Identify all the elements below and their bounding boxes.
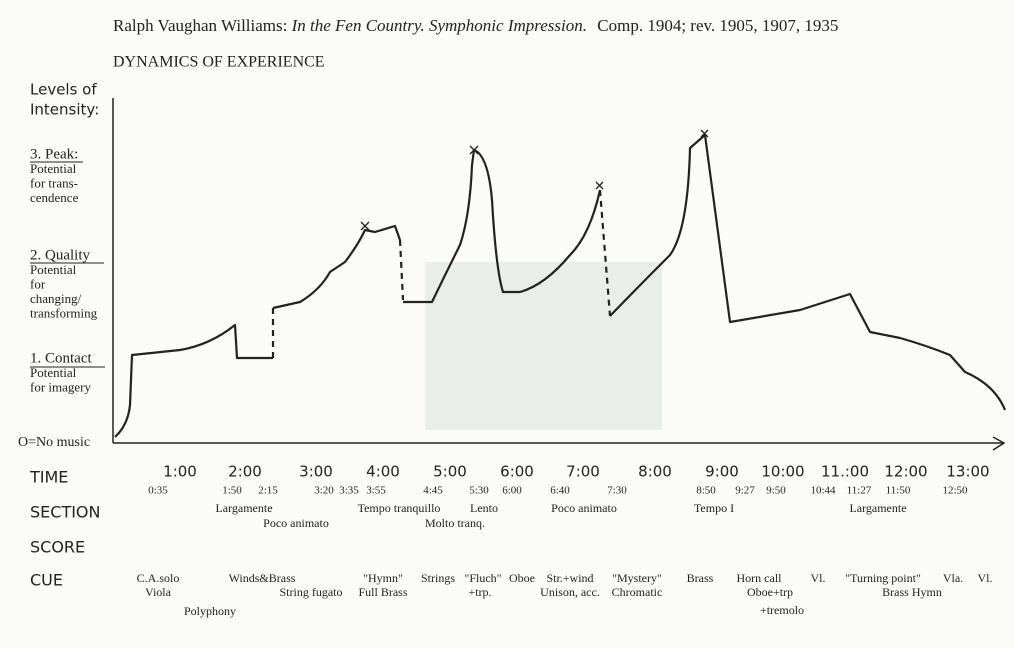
time-minor: 6:40: [550, 485, 570, 497]
time-minor: 11:27: [847, 485, 872, 497]
time-major: 5:00: [433, 463, 467, 481]
level-name: 1. Contact: [30, 350, 92, 366]
intensity-curve: [114, 133, 1007, 438]
time-minor: 3:55: [366, 485, 386, 497]
time-minor: 6:00: [502, 485, 522, 497]
time-minor: 1:50: [222, 485, 242, 497]
level-desc: cendence: [30, 190, 79, 205]
time-major: 7:00: [566, 463, 600, 481]
cue: Unison, acc.: [540, 585, 600, 599]
cue: Str.+wind: [546, 571, 593, 585]
cue: +tremolo: [760, 603, 804, 617]
time-major: 11.:00: [821, 463, 869, 481]
time-minor: 9:27: [735, 485, 755, 497]
level-heading: Levels of: [30, 81, 97, 99]
row-label: SCORE: [30, 538, 85, 557]
time-minor: 12:50: [942, 485, 968, 497]
cue: String fugato: [280, 585, 343, 599]
level-desc: for trans-: [30, 175, 78, 190]
time-minor: 9:50: [766, 485, 786, 497]
cue: Winds&Brass: [229, 571, 296, 585]
level-zero: O=No music: [18, 435, 90, 450]
cue: Strings: [421, 571, 455, 585]
section: Poco animato: [551, 501, 617, 515]
level-desc: changing/: [30, 291, 82, 306]
time-minor: 8:50: [696, 485, 716, 497]
time-minor: 10:44: [810, 485, 836, 497]
time-major: 6:00: [500, 463, 534, 481]
cue: Brass Hymn: [882, 585, 942, 599]
level-desc: transforming: [30, 305, 98, 320]
level-desc: for imagery: [30, 379, 92, 394]
time-major: 13:00: [946, 463, 989, 481]
level-desc: Potential: [30, 262, 77, 277]
section: Lento: [470, 501, 498, 515]
time-major: 10:00: [761, 463, 804, 481]
time-major: 9:00: [705, 463, 739, 481]
cue: Chromatic: [612, 585, 663, 599]
level-desc: for: [30, 276, 46, 291]
section: Tempo I: [694, 501, 734, 515]
faint-image: [425, 262, 662, 430]
underlines: [30, 161, 105, 368]
time-minor: 4:45: [423, 485, 443, 497]
cue: Vla.: [943, 571, 963, 585]
cue: "Fluch": [464, 571, 501, 585]
time-minor: 0:35: [148, 485, 168, 497]
time-major: 2:00: [228, 463, 262, 481]
time-major: 8:00: [638, 463, 672, 481]
cue: Horn call: [737, 571, 783, 585]
section: Poco animato: [263, 516, 329, 530]
cue: "Mystery": [612, 571, 662, 585]
section: Tempo tranquillo: [358, 501, 441, 515]
peak-marks: [360, 129, 709, 231]
cue: "Turning point": [845, 571, 921, 585]
time-minor: 2:15: [258, 485, 278, 497]
level-name: 3. Peak:: [30, 146, 78, 162]
time-major: 4:00: [366, 463, 400, 481]
cue: Polyphony: [184, 604, 236, 618]
time-major: 3:00: [299, 463, 333, 481]
time-minor: 7:30: [607, 485, 627, 497]
cue: Vl.: [811, 571, 826, 585]
cue: +trp.: [468, 585, 491, 599]
cue: C.A.solo: [137, 571, 180, 585]
composer: Ralph Vaughan Williams: In the Fen Count…: [113, 16, 838, 35]
section: Largamente: [849, 501, 906, 515]
cue: Oboe: [509, 571, 535, 585]
row-label: TIME: [29, 468, 68, 487]
time-minor: 3:35: [339, 485, 359, 497]
section: Largamente: [215, 501, 272, 515]
row-label: CUE: [30, 571, 63, 590]
time-minor: 5:30: [469, 485, 489, 497]
cue: Brass: [687, 571, 714, 585]
cue: Full Brass: [358, 585, 407, 599]
time-minor: 3:20: [314, 485, 334, 497]
cue: Oboe+trp: [747, 585, 793, 599]
subtitle: DYNAMICS OF EXPERIENCE: [113, 54, 325, 71]
time-minor: 11:50: [886, 485, 911, 497]
cue: Viola: [145, 585, 172, 599]
section: Molto tranq.: [425, 516, 485, 530]
axes: [112, 98, 1006, 451]
time-major: 1:00: [163, 463, 197, 481]
cue: "Hymn": [363, 571, 403, 585]
level-name: 2. Quality: [30, 247, 90, 263]
level-heading: Intensity:: [30, 101, 99, 119]
level-desc: Potential: [30, 365, 77, 380]
time-major: 12:00: [884, 463, 927, 481]
row-label: SECTION: [30, 503, 101, 522]
level-desc: Potential: [30, 161, 77, 176]
cue: Vl.: [978, 571, 993, 585]
